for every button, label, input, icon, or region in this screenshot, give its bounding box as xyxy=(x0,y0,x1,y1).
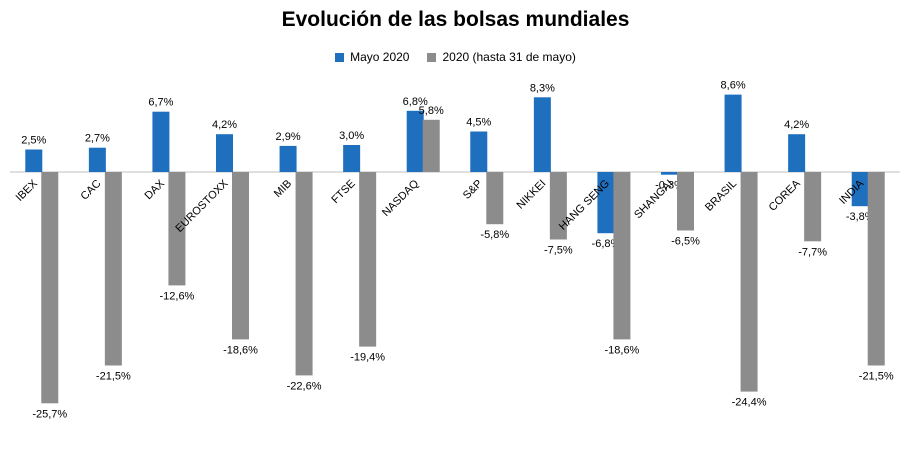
data-label-mayo-9: -6,8% xyxy=(592,238,621,250)
bar-ytd-4 xyxy=(295,172,313,376)
legend-item-2020: 2020 (hasta 31 de mayo) xyxy=(427,50,576,64)
bar-mayo-9 xyxy=(597,172,615,234)
category-label-8: NIKKEI xyxy=(514,178,548,212)
category-label-11: BRASIL xyxy=(703,178,739,214)
bar-ytd-5 xyxy=(359,172,377,347)
data-label-mayo-12: 4,2% xyxy=(784,119,809,131)
data-label-ytd-7: -5,8% xyxy=(480,229,509,241)
bar-ytd-10 xyxy=(677,172,694,231)
data-label-mayo-11: 8,6% xyxy=(721,80,746,92)
category-label-7: S&P xyxy=(461,178,485,202)
data-label-ytd-6: 5,8% xyxy=(419,105,444,117)
bar-ytd-13 xyxy=(867,172,885,366)
category-label-10: SHANGAI xyxy=(632,178,675,221)
category-label-4: MIB xyxy=(272,178,294,200)
data-label-mayo-8: 8,3% xyxy=(530,82,555,94)
bar-ytd-11 xyxy=(740,172,758,392)
data-label-mayo-5: 3,0% xyxy=(339,130,364,142)
bar-mayo-11 xyxy=(724,94,742,172)
bar-ytd-1 xyxy=(104,172,122,366)
legend-swatch-2020 xyxy=(427,52,437,62)
data-label-mayo-1: 2,7% xyxy=(85,133,110,145)
bar-ytd-2 xyxy=(168,172,186,286)
legend-label-mayo: Mayo 2020 xyxy=(350,50,410,64)
data-label-mayo-10: -0,3% xyxy=(655,180,684,192)
bar-mayo-1 xyxy=(88,147,106,172)
category-label-12: COREA xyxy=(767,177,804,214)
data-label-ytd-13: -21,5% xyxy=(859,371,894,383)
bar-ytd-0 xyxy=(41,172,59,404)
category-label-6: NASDAQ xyxy=(380,177,422,219)
bar-ytd-6 xyxy=(422,119,440,172)
bar-mayo-13 xyxy=(851,172,869,207)
bar-ytd-9 xyxy=(613,172,631,340)
bar-ytd-3 xyxy=(232,172,249,340)
data-label-ytd-5: -19,4% xyxy=(350,352,385,364)
data-label-mayo-0: 2,5% xyxy=(21,135,46,147)
legend-item-mayo: Mayo 2020 xyxy=(335,50,409,64)
data-label-ytd-0: -25,7% xyxy=(32,408,67,420)
bar-ytd-12 xyxy=(804,172,822,242)
category-label-2: DAX xyxy=(143,177,168,202)
data-label-ytd-10: -6,5% xyxy=(671,236,700,248)
legend-label-2020: 2020 (hasta 31 de mayo) xyxy=(442,50,576,64)
data-label-mayo-13: -3,8% xyxy=(846,211,875,223)
bar-mayo-2 xyxy=(152,111,170,172)
bar-mayo-3 xyxy=(216,134,233,172)
data-label-mayo-6: 6,8% xyxy=(403,96,428,108)
category-label-0: IBEX xyxy=(14,177,41,204)
data-label-ytd-12: -7,7% xyxy=(798,246,827,258)
data-label-mayo-4: 2,9% xyxy=(276,131,301,143)
bar-mayo-6 xyxy=(406,110,424,172)
bar-mayo-0 xyxy=(25,149,43,172)
data-label-mayo-7: 4,5% xyxy=(466,117,491,129)
bar-mayo-5 xyxy=(343,145,361,172)
data-label-ytd-4: -22,6% xyxy=(287,380,322,392)
category-label-1: CAC xyxy=(79,178,104,203)
legend-swatch-mayo xyxy=(335,52,345,62)
bar-ytd-8 xyxy=(549,172,567,240)
data-label-ytd-1: -21,5% xyxy=(96,371,131,383)
data-label-ytd-9: -18,6% xyxy=(604,344,639,356)
bar-mayo-7 xyxy=(470,131,488,172)
category-label-5: FTSE xyxy=(329,178,357,206)
bar-mayo-12 xyxy=(788,134,806,172)
legend: Mayo 2020 2020 (hasta 31 de mayo) xyxy=(0,50,911,64)
chart-title: Evolución de las bolsas mundiales xyxy=(281,8,630,31)
data-label-ytd-8: -7,5% xyxy=(544,245,573,257)
data-label-ytd-2: -12,6% xyxy=(159,290,194,302)
bar-ytd-7 xyxy=(486,172,504,225)
data-label-mayo-2: 6,7% xyxy=(148,97,173,109)
data-label-ytd-3: -18,6% xyxy=(223,344,258,356)
bar-mayo-10 xyxy=(661,172,678,175)
bar-mayo-4 xyxy=(279,145,297,172)
bar-mayo-8 xyxy=(533,97,551,172)
data-label-mayo-3: 4,2% xyxy=(212,119,237,131)
data-label-ytd-11: -24,4% xyxy=(732,397,767,409)
